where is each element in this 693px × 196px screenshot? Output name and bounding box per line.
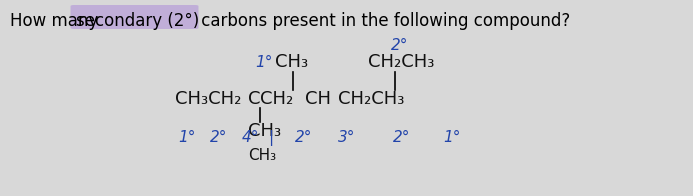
Text: CH₃: CH₃: [248, 148, 276, 163]
Text: CH₂CH₃: CH₂CH₃: [368, 53, 435, 71]
Text: CH: CH: [305, 90, 331, 108]
Text: 1°: 1°: [443, 130, 460, 145]
FancyBboxPatch shape: [71, 5, 198, 29]
Text: CH₃: CH₃: [248, 122, 281, 140]
Text: |: |: [268, 130, 273, 146]
Text: carbons present in the following compound?: carbons present in the following compoun…: [196, 12, 570, 30]
Text: C: C: [248, 90, 261, 108]
Text: 3°: 3°: [338, 130, 356, 145]
Text: 2°: 2°: [210, 130, 227, 145]
Text: How many: How many: [10, 12, 103, 30]
Text: secondary (2°): secondary (2°): [76, 12, 200, 30]
Text: 2°: 2°: [393, 130, 410, 145]
Text: 1°: 1°: [178, 130, 195, 145]
Text: CH₃CH₂: CH₃CH₂: [175, 90, 241, 108]
Text: 1°: 1°: [255, 55, 272, 70]
Text: CH₂CH₃: CH₂CH₃: [338, 90, 405, 108]
Text: 4°: 4°: [242, 130, 259, 145]
Text: 2°: 2°: [295, 130, 313, 145]
Text: 2°: 2°: [392, 38, 409, 53]
Text: CH₃: CH₃: [275, 53, 308, 71]
Text: CH₂: CH₂: [260, 90, 293, 108]
